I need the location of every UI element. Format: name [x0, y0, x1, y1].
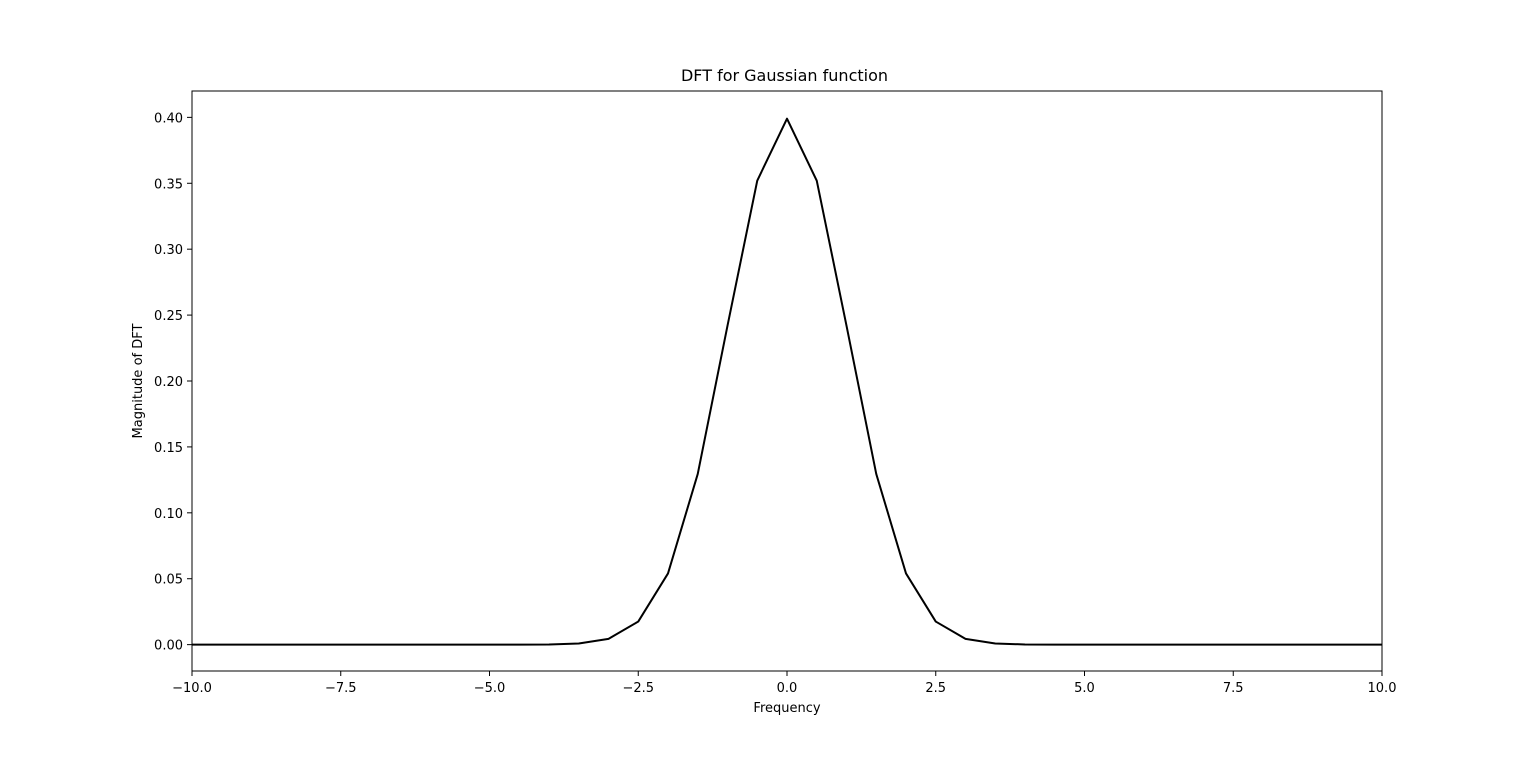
x-tick-label: −2.5 [622, 681, 654, 696]
y-tick-label: 0.10 [154, 507, 183, 522]
x-tick-label: 2.5 [925, 681, 946, 696]
y-tick-label: 0.40 [154, 111, 183, 126]
y-axis-ticks: 0.00 0.05 0.10 0.15 0.20 0.25 0.30 0.35 0.40 [154, 111, 192, 654]
x-tick-label: −7.5 [325, 681, 357, 696]
x-tick-label: −10.0 [172, 681, 212, 696]
x-tick-label: −5.0 [474, 681, 506, 696]
x-tick-label: 7.5 [1223, 681, 1244, 696]
y-tick-label: 0.20 [154, 375, 183, 390]
x-axis-label: Frequency [753, 701, 820, 716]
plot-area-frame [191, 90, 1383, 672]
chart-title: DFT for Gaussian function [681, 66, 888, 85]
x-tick-label: 10.0 [1368, 681, 1397, 696]
x-tick-label: 0.0 [777, 681, 798, 696]
y-axis-label: Magnitude of DFT [131, 324, 146, 439]
x-axis-ticks: −10.0 −7.5 −5.0 −2.5 0.0 2.5 5.0 7.5 10.0 [172, 671, 1396, 696]
series-line [192, 117, 1382, 646]
y-tick-label: 0.00 [154, 639, 183, 654]
y-tick-label: 0.30 [154, 243, 183, 258]
y-tick-label: 0.35 [154, 177, 183, 192]
x-tick-label: 5.0 [1074, 681, 1095, 696]
series-layer [192, 117, 1382, 646]
y-tick-label: 0.25 [154, 309, 183, 324]
y-tick-label: 0.15 [154, 441, 183, 456]
y-tick-label: 0.05 [154, 573, 183, 588]
